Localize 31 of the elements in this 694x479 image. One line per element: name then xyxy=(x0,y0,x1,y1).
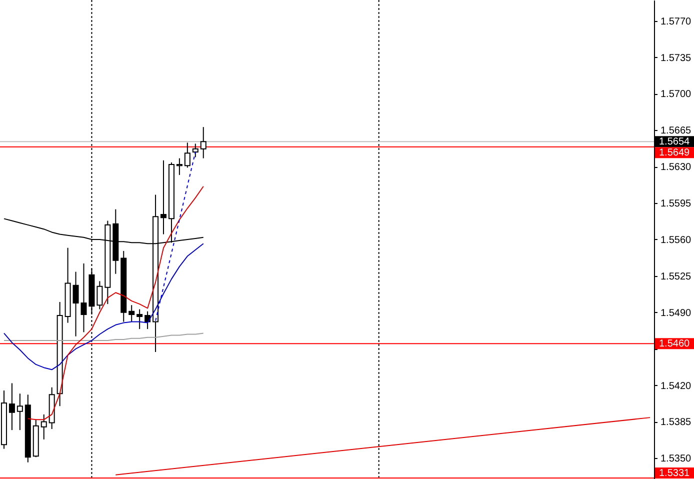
y-tick-label: 1.5560 xyxy=(660,235,692,246)
candlestick xyxy=(192,143,198,158)
y-tick-label: 1.5665 xyxy=(660,126,692,137)
candlestick xyxy=(200,126,206,159)
candlestick xyxy=(96,280,103,310)
candlestick xyxy=(176,158,182,176)
line-series xyxy=(3,243,204,370)
line-series xyxy=(3,332,204,342)
ref-line-label: 1.5654 xyxy=(659,136,690,148)
y-tick-label: 1.5700 xyxy=(660,89,692,100)
candlestick xyxy=(184,142,190,168)
ref-line-label: 1.5460 xyxy=(659,338,690,350)
y-tick-label: 1.5525 xyxy=(660,271,692,282)
candlestick xyxy=(128,304,135,322)
candlestick xyxy=(136,308,143,330)
candlestick xyxy=(160,160,166,235)
y-tick-label: 1.5385 xyxy=(660,417,692,428)
ref-line-label: 1.5649 xyxy=(659,148,690,159)
line-series xyxy=(27,186,204,420)
candlestick xyxy=(144,310,151,330)
ref-line-label: 1.5331 xyxy=(659,468,690,479)
y-tick-label: 1.5490 xyxy=(660,308,692,319)
y-tick-label: 1.5420 xyxy=(660,380,692,392)
candlestick xyxy=(40,414,47,440)
candlestick xyxy=(16,393,23,431)
candlestick xyxy=(8,382,15,431)
y-tick-label: 1.5735 xyxy=(660,52,692,64)
y-tick-label: 1.5770 xyxy=(660,16,692,28)
y-tick-label: 1.5350 xyxy=(660,454,692,465)
y-tick-label: 1.5630 xyxy=(660,162,692,174)
y-tick-label: 1.5595 xyxy=(660,198,692,210)
